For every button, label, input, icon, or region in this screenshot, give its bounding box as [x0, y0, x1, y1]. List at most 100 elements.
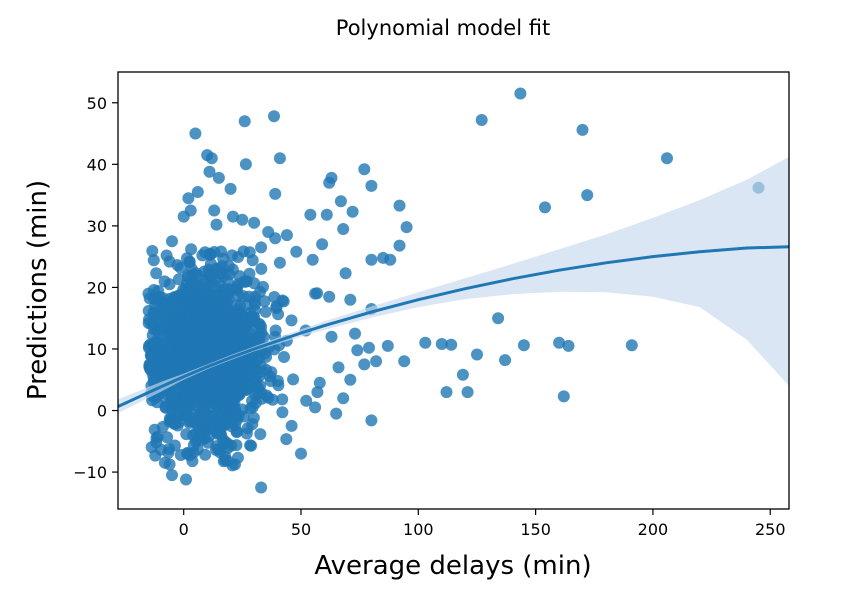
scatter-point	[224, 182, 237, 195]
x-tick-label: 50	[291, 520, 311, 539]
fit-line	[118, 245, 789, 409]
scatter-point	[163, 255, 176, 268]
y-tick-label: 30	[87, 217, 107, 236]
scatter-point	[311, 386, 324, 399]
scatter-point	[363, 341, 375, 354]
scatter-point	[246, 325, 259, 337]
scatter-point	[269, 232, 282, 245]
scatter-point	[285, 419, 298, 432]
scatter-point	[471, 348, 483, 361]
scatter-point	[154, 443, 167, 456]
scatter-point	[258, 295, 271, 308]
scatter-point	[514, 87, 527, 100]
scatter-point	[186, 455, 199, 468]
y-tick-label: −10	[73, 463, 107, 482]
scatter-point	[323, 290, 336, 303]
scatter-point	[268, 291, 281, 303]
y-tick-label: 10	[87, 340, 107, 359]
scatter-point	[215, 428, 227, 441]
scatter-point	[230, 426, 243, 439]
scatter-point	[358, 358, 371, 371]
scatter-point	[245, 439, 258, 452]
scatter-point	[349, 327, 361, 340]
scatter-point	[370, 355, 383, 368]
scatter-point	[625, 339, 638, 352]
scatter-point	[264, 375, 277, 387]
scatter-point	[230, 407, 243, 420]
scatter-point	[243, 267, 256, 280]
scatter-point	[332, 361, 345, 374]
scatter-point	[184, 405, 196, 418]
scatter-point	[199, 246, 211, 259]
scatter-point	[358, 163, 371, 176]
scatter-point	[182, 192, 195, 205]
scatter-point	[213, 446, 226, 459]
y-tick-label: 50	[87, 94, 107, 113]
x-tick-label: 0	[179, 520, 189, 539]
scatter-point	[553, 336, 566, 349]
scatter-point	[287, 373, 300, 386]
scatter-point	[557, 390, 570, 403]
scatter-point	[215, 333, 228, 346]
scatter-point	[142, 287, 155, 300]
scatter-point	[306, 253, 319, 266]
scatter-point	[249, 396, 262, 409]
scatter-point	[162, 350, 175, 363]
scatter-point	[167, 295, 180, 308]
scatter-point	[492, 312, 505, 325]
scatter-point	[313, 376, 326, 389]
scatter-point	[300, 394, 313, 407]
y-tick-label: 0	[97, 402, 107, 421]
confidence-band	[118, 156, 789, 414]
scatter-point	[255, 241, 268, 254]
scatter-point	[419, 336, 432, 349]
scatter-point	[225, 386, 238, 399]
scatter-point	[278, 351, 290, 363]
scatter-point	[230, 360, 243, 373]
scatter-point	[193, 382, 206, 395]
scatter-point	[344, 373, 357, 386]
y-tick-label: 40	[87, 155, 107, 174]
scatter-point	[344, 293, 357, 306]
x-axis: 0 50 100 150 200 250	[179, 509, 786, 539]
scatter-point	[337, 223, 350, 235]
scatter-point	[208, 204, 221, 217]
scatter-point	[204, 257, 217, 270]
scatter-point	[204, 300, 217, 312]
scatter-point	[153, 290, 166, 303]
scatter-point	[242, 380, 255, 393]
scatter-point	[248, 216, 261, 229]
scatter-point	[445, 338, 458, 351]
scatter-point	[154, 340, 167, 353]
scatter-point	[233, 325, 246, 338]
scatter-point	[259, 305, 272, 318]
scatter-point	[351, 344, 364, 357]
scatter-point	[221, 320, 234, 333]
scatter-point	[194, 304, 206, 317]
scatter-point	[208, 246, 221, 258]
scatter-point	[224, 306, 237, 318]
y-axis-label: Predictions (min)	[23, 180, 53, 400]
scatter-point	[330, 407, 343, 420]
scatter-point	[185, 243, 198, 256]
x-tick-label: 100	[403, 520, 434, 539]
scatter-point	[239, 158, 252, 171]
scatter-point	[268, 110, 280, 123]
scatter-point	[220, 376, 233, 389]
scatter-point	[165, 314, 178, 327]
scatter-point	[309, 287, 322, 300]
scatter-point	[205, 152, 218, 165]
scatter-point	[156, 421, 169, 433]
scatter-point	[273, 152, 286, 165]
scatter-point	[200, 348, 213, 361]
scatter-point	[246, 254, 259, 267]
scatter-point	[201, 408, 214, 421]
scatter-point	[158, 456, 171, 469]
x-tick-label: 150	[520, 520, 551, 539]
scatter-point	[456, 368, 469, 381]
scatter-point	[400, 221, 413, 234]
scatter-point	[146, 245, 159, 257]
scatter-point	[180, 473, 192, 486]
scatter-point	[309, 401, 322, 414]
